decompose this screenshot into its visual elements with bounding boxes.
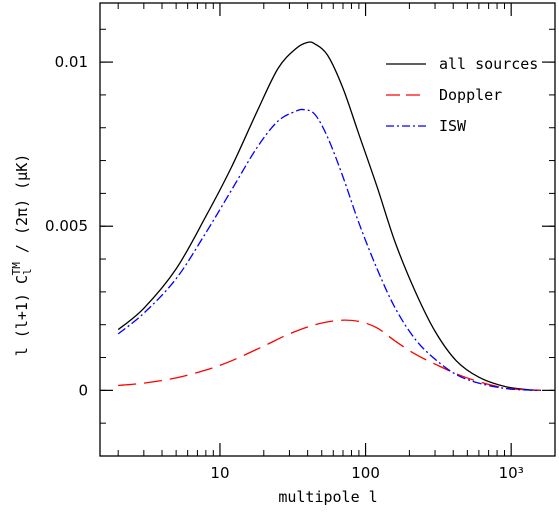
y-axis-title-subscript: l [21, 268, 34, 275]
series-line-all-sources [117, 41, 541, 391]
x-axis-title: multipole l [278, 488, 377, 506]
series-line-doppler [118, 319, 541, 391]
plot-frame [99, 2, 556, 457]
minor-ticks [100, 3, 556, 457]
x-tick-label: 10 [210, 464, 229, 482]
y-axis-title: l (l+1) ClTM / (2π) (μK) [10, 154, 34, 357]
legend-label-all-sources: all sources [439, 55, 538, 73]
y-axis-title-prefix: l (l+1) C [13, 275, 31, 356]
series-line-isw [117, 108, 541, 391]
y-axis-title-suffix: / (2π) (μK) [13, 154, 31, 262]
major-ticks [100, 3, 555, 456]
x-tick-label: 100 [351, 464, 380, 482]
y-tick-label: 0 [78, 381, 88, 399]
legend-label-isw: ISW [439, 117, 467, 135]
series-layer [117, 41, 541, 391]
y-tick-label: 0.005 [45, 217, 88, 235]
legend: all sources Doppler ISW [386, 55, 538, 135]
tick-labels: 10 100 10³ 0 0.005 0.01 [45, 53, 524, 482]
y-axis-title-superscript: TM [10, 262, 23, 276]
y-tick-label: 0.01 [55, 53, 88, 71]
x-tick-label: 10³ [499, 464, 524, 482]
legend-label-doppler: Doppler [439, 86, 502, 104]
